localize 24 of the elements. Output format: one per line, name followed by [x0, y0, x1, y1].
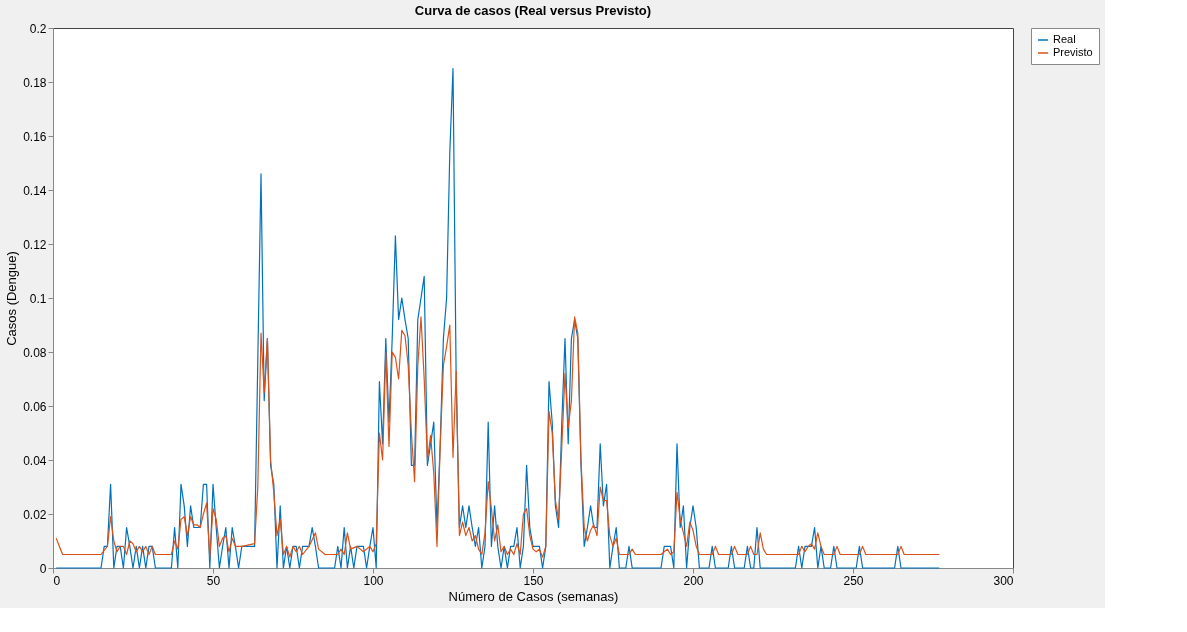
legend-label: Real: [1053, 33, 1076, 45]
y-tick-label: 0.08: [23, 345, 47, 360]
x-tick-label: 200: [683, 573, 704, 588]
chart-title: Curva de casos (Real versus Previsto): [414, 3, 652, 18]
y-tick-label: 0.04: [23, 453, 47, 468]
y-tick-label: 0.16: [23, 129, 47, 144]
y-tick-label: 0.2: [29, 21, 47, 36]
y-tick-label: 0.14: [23, 183, 47, 198]
x-tick-label: 0: [53, 573, 61, 588]
x-axis-title: Número de Casos (semanas): [448, 588, 619, 604]
y-axis-title: Casos (Dengue): [4, 251, 20, 346]
y-tick-label: 0.02: [23, 507, 47, 522]
line-series: [55, 316, 940, 558]
y-tick-label: 0.06: [23, 399, 47, 414]
y-tick-label: 0.1: [29, 291, 47, 306]
x-tick-label: 100: [363, 573, 384, 588]
x-tick-label: 150: [523, 573, 544, 588]
y-tick-label: 0.12: [23, 237, 47, 252]
y-tick-label: 0.18: [23, 75, 47, 90]
legend-label: Previsto: [1053, 46, 1093, 58]
x-tick-label: 300: [993, 573, 1014, 588]
x-tick-label: 250: [843, 573, 864, 588]
y-tick-label: 0: [39, 561, 47, 576]
x-tick-label: 50: [206, 573, 221, 588]
